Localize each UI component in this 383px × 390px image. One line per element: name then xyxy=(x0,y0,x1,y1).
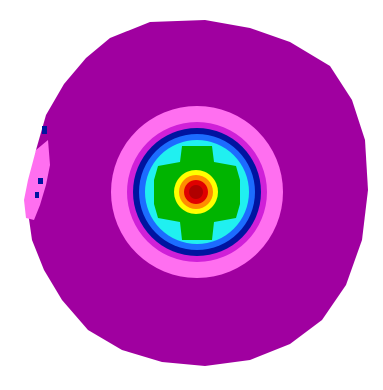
left-edge-artifact xyxy=(24,140,50,220)
artifact-dot xyxy=(42,126,47,134)
dark-red-core xyxy=(189,185,203,199)
artifact-dot xyxy=(35,192,39,198)
artifact-dot xyxy=(38,178,43,184)
